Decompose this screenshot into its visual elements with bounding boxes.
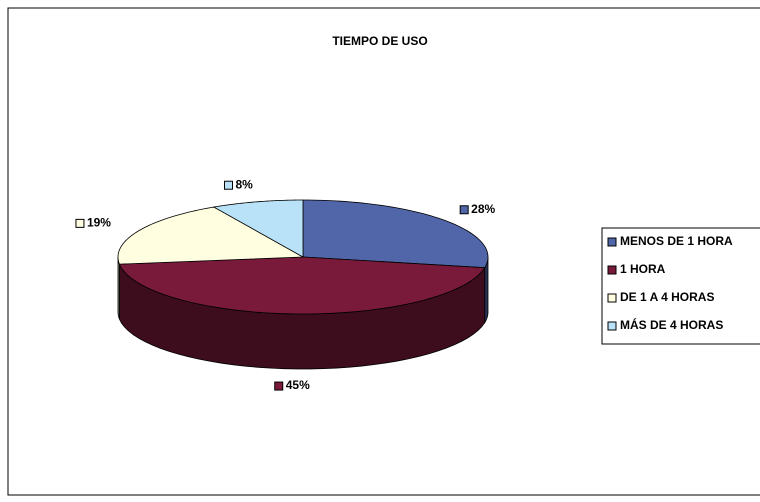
data-label: 45% [286, 378, 310, 392]
slice [118, 256, 486, 315]
data-label: 19% [87, 216, 111, 230]
legend-box [601, 227, 760, 345]
data-label-key [75, 218, 85, 228]
legend-label: MENOS DE 1 HORA [620, 234, 733, 248]
legend-label: DE 1 A 4 HORAS [620, 290, 714, 304]
slice [212, 199, 304, 258]
slice-side [117, 256, 120, 320]
data-label: 28% [471, 202, 495, 216]
legend-label: 1 HORA [620, 262, 666, 276]
slice [302, 199, 489, 269]
legend-key [607, 265, 617, 275]
legend-key [607, 237, 617, 247]
legend-label: MÁS DE 4 HORAS [620, 317, 723, 332]
legend-key [607, 293, 617, 303]
data-label-key [223, 180, 233, 190]
chart-title: TIEMPO DE USO [332, 34, 427, 48]
data-label: 8% [235, 177, 253, 191]
legend-key [607, 321, 617, 331]
data-label-key [459, 205, 469, 215]
data-label-key [274, 381, 284, 391]
slice [117, 206, 305, 265]
